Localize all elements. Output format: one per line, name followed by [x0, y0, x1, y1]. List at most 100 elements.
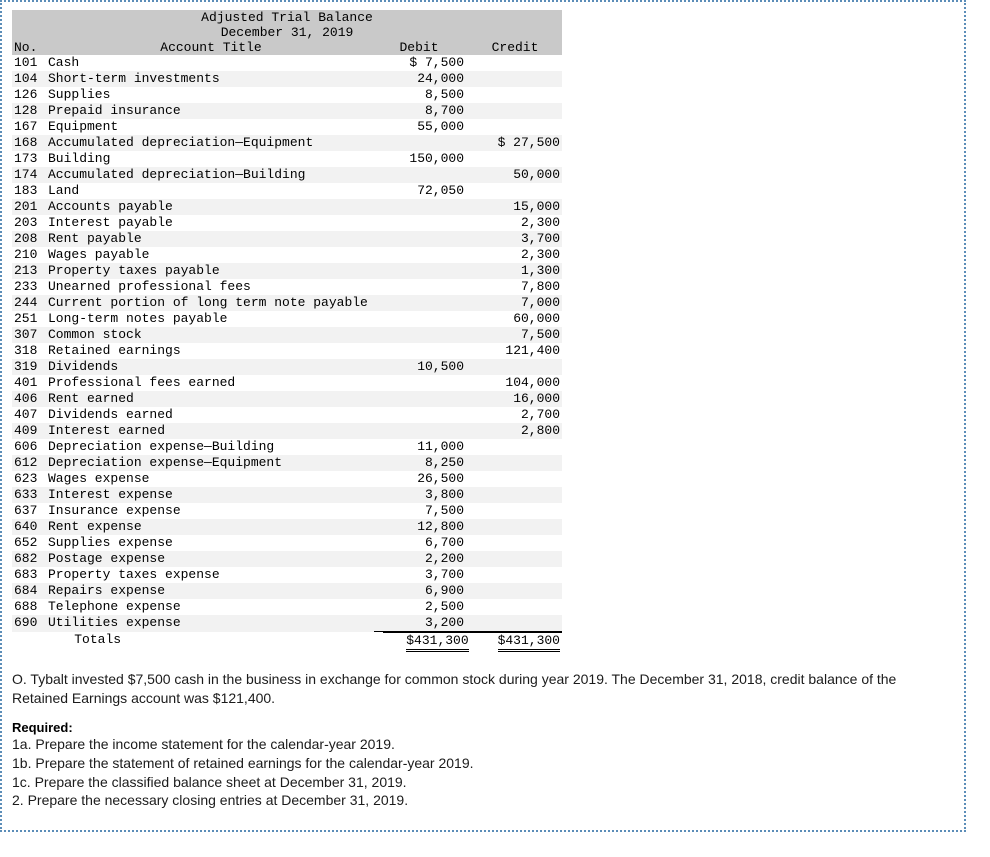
cell-no: 683 — [12, 567, 48, 583]
cell-debit: 26,500 — [374, 471, 470, 487]
req-1a: 1a. Prepare the income statement for the… — [12, 735, 954, 754]
cell-account-title: Rent payable — [48, 231, 374, 247]
cell-no: 640 — [12, 519, 48, 535]
cell-credit — [470, 567, 562, 583]
cell-credit — [470, 519, 562, 535]
cell-credit — [470, 103, 562, 119]
cell-debit: 12,800 — [374, 519, 470, 535]
cell-account-title: Land — [48, 183, 374, 199]
cell-no: 183 — [12, 183, 48, 199]
cell-credit: 2,800 — [470, 423, 562, 439]
cell-account-title: Dividends earned — [48, 407, 374, 423]
col-heading-title: Account Title — [48, 40, 374, 55]
cell-credit — [470, 359, 562, 375]
totals-credit: $431,300 — [475, 632, 562, 652]
cell-no: 233 — [12, 279, 48, 295]
cell-no: 606 — [12, 439, 48, 455]
cell-credit: 104,000 — [470, 375, 562, 391]
cell-credit — [470, 503, 562, 519]
table-row: 606Depreciation expense—Building11,000 — [12, 439, 562, 455]
cell-no: 174 — [12, 167, 48, 183]
cell-no: 213 — [12, 263, 48, 279]
col-heading-no: No. — [12, 40, 48, 55]
cell-no: 251 — [12, 311, 48, 327]
cell-account-title: Common stock — [48, 327, 374, 343]
cell-debit — [374, 391, 470, 407]
cell-account-title: Repairs expense — [48, 583, 374, 599]
cell-credit — [470, 151, 562, 167]
cell-debit: 2,500 — [374, 599, 470, 615]
cell-no: 637 — [12, 503, 48, 519]
totals-debit-value: $431,300 — [406, 633, 468, 652]
cell-credit — [470, 119, 562, 135]
cell-debit — [374, 263, 470, 279]
table-row: 183Land72,050 — [12, 183, 562, 199]
table-row: 233Unearned professional fees 7,800 — [12, 279, 562, 295]
cell-no: 167 — [12, 119, 48, 135]
cell-debit — [374, 199, 470, 215]
cell-debit: 8,500 — [374, 87, 470, 103]
table-row: 104Short-term investments24,000 — [12, 71, 562, 87]
table-row: 640Rent expense12,800 — [12, 519, 562, 535]
totals-row: Totals $431,300 $431,300 — [12, 632, 562, 652]
cell-debit: 8,700 — [374, 103, 470, 119]
cell-no: 104 — [12, 71, 48, 87]
required-list: 1a. Prepare the income statement for the… — [12, 735, 954, 811]
table-row: 652Supplies expense6,700 — [12, 535, 562, 551]
totals-label: Totals — [46, 632, 383, 652]
cell-no: 409 — [12, 423, 48, 439]
cell-debit — [374, 247, 470, 263]
cell-account-title: Utilities expense — [48, 615, 374, 632]
table-row: 682Postage expense2,200 — [12, 551, 562, 567]
cell-credit — [470, 71, 562, 87]
table-row: 637Insurance expense7,500 — [12, 503, 562, 519]
cell-no: 406 — [12, 391, 48, 407]
required-heading: Required: — [12, 720, 954, 735]
table-row: 168Accumulated depreciation—Equipment$ 2… — [12, 135, 562, 151]
cell-account-title: Dividends — [48, 359, 374, 375]
cell-debit — [374, 295, 470, 311]
cell-credit: 3,700 — [470, 231, 562, 247]
cell-debit: 150,000 — [374, 151, 470, 167]
table-row: 633Interest expense3,800 — [12, 487, 562, 503]
cell-account-title: Accumulated depreciation—Equipment — [48, 135, 374, 151]
table-row: 210Wages payable2,300 — [12, 247, 562, 263]
cell-account-title: Depreciation expense—Equipment — [48, 455, 374, 471]
cell-credit: 15,000 — [470, 199, 562, 215]
table-row: 401Professional fees earned104,000 — [12, 375, 562, 391]
table-row: 128Prepaid insurance8,700 — [12, 103, 562, 119]
cell-account-title: Property taxes payable — [48, 263, 374, 279]
cell-account-title: Retained earnings — [48, 343, 374, 359]
column-headings-row: No. Account Title Debit Credit — [12, 40, 562, 55]
cell-no: 128 — [12, 103, 48, 119]
cell-account-title: Wages expense — [48, 471, 374, 487]
cell-no: 173 — [12, 151, 48, 167]
table-row: 319Dividends10,500 — [12, 359, 562, 375]
cell-debit: 3,200 — [374, 615, 470, 632]
cell-account-title: Telephone expense — [48, 599, 374, 615]
cell-credit — [470, 599, 562, 615]
cell-debit — [374, 279, 470, 295]
cell-account-title: Unearned professional fees — [48, 279, 374, 295]
cell-account-title: Interest expense — [48, 487, 374, 503]
cell-credit — [470, 551, 562, 567]
cell-credit — [470, 455, 562, 471]
table-row: 203Interest payable2,300 — [12, 215, 562, 231]
req-1b: 1b. Prepare the statement of retained ea… — [12, 754, 954, 773]
cell-no: 623 — [12, 471, 48, 487]
cell-account-title: Interest payable — [48, 215, 374, 231]
cell-account-title: Building — [48, 151, 374, 167]
table-row: 251Long-term notes payable60,000 — [12, 311, 562, 327]
cell-no: 612 — [12, 455, 48, 471]
cell-debit — [374, 215, 470, 231]
cell-no: 101 — [12, 55, 48, 71]
cell-no: 690 — [12, 615, 48, 632]
table-row: 318Retained earnings121,400 — [12, 343, 562, 359]
cell-debit: 6,700 — [374, 535, 470, 551]
cell-debit: 3,700 — [374, 567, 470, 583]
cell-credit: 50,000 — [470, 167, 562, 183]
cell-credit: 121,400 — [470, 343, 562, 359]
col-heading-debit: Debit — [374, 40, 470, 55]
cell-credit: 7,800 — [470, 279, 562, 295]
table-row: 683Property taxes expense3,700 — [12, 567, 562, 583]
